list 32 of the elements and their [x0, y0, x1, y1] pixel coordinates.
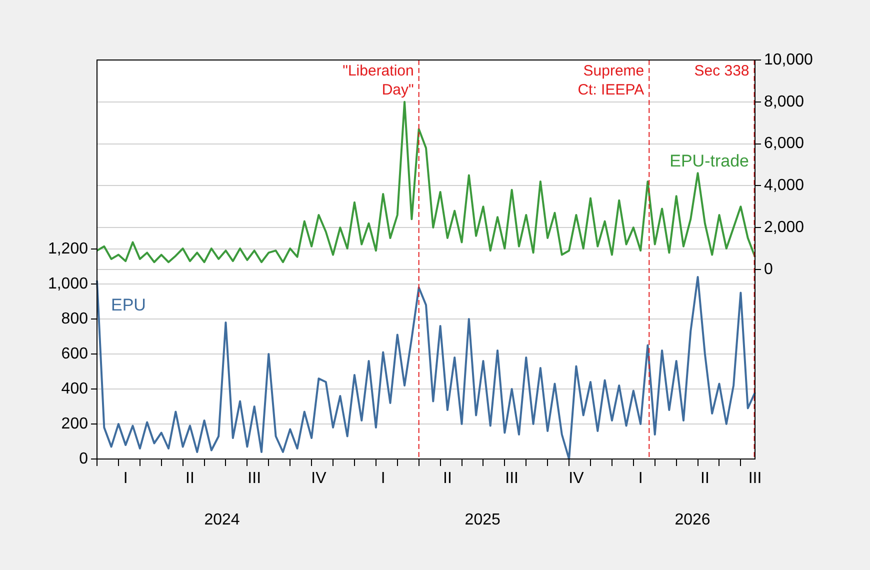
x-tick-label: I: [123, 470, 128, 488]
text: 2026: [674, 511, 710, 528]
y-tick-label: 1,200: [48, 240, 88, 258]
x-tick-label: II: [700, 470, 710, 488]
x-tick-label: I: [638, 470, 643, 488]
y-tick-label: 600: [61, 345, 88, 362]
series-label: EPU: [111, 296, 146, 315]
x-tick-label: II: [443, 470, 452, 488]
y2-tick-label: 10,000: [764, 51, 814, 68]
y-tick-label: 400: [61, 380, 88, 398]
y2-tick-label: 8,000: [764, 93, 804, 110]
annotation: Sec 338: [694, 62, 750, 80]
text: 2024: [204, 511, 240, 528]
x-tick-label: III: [248, 470, 262, 488]
y-tick-label: 0: [79, 450, 88, 468]
x-tick-label: IV: [311, 470, 327, 488]
x-tick-label: III: [505, 470, 518, 488]
y-tick-label: 800: [61, 310, 88, 328]
x-tick-label: II: [186, 470, 194, 488]
x-tick-label: IV: [568, 470, 584, 488]
annotation: Supreme Ct: IEEPA: [578, 62, 644, 99]
series-label: EPU-trade: [670, 152, 749, 171]
y2-tick-label: 0: [764, 260, 773, 278]
x-tick-label: III: [748, 470, 762, 488]
y-tick-label: 1,000: [48, 275, 88, 292]
y2-tick-label: 6,000: [764, 135, 804, 152]
y-tick-label: 200: [61, 415, 88, 432]
y2-tick-label: 4,000: [764, 177, 804, 194]
y2-tick-label: 2,000: [764, 218, 804, 236]
x-tick-label: I: [380, 470, 386, 488]
annotation: "Liberation Day": [342, 62, 414, 99]
text: 2025: [464, 511, 500, 528]
